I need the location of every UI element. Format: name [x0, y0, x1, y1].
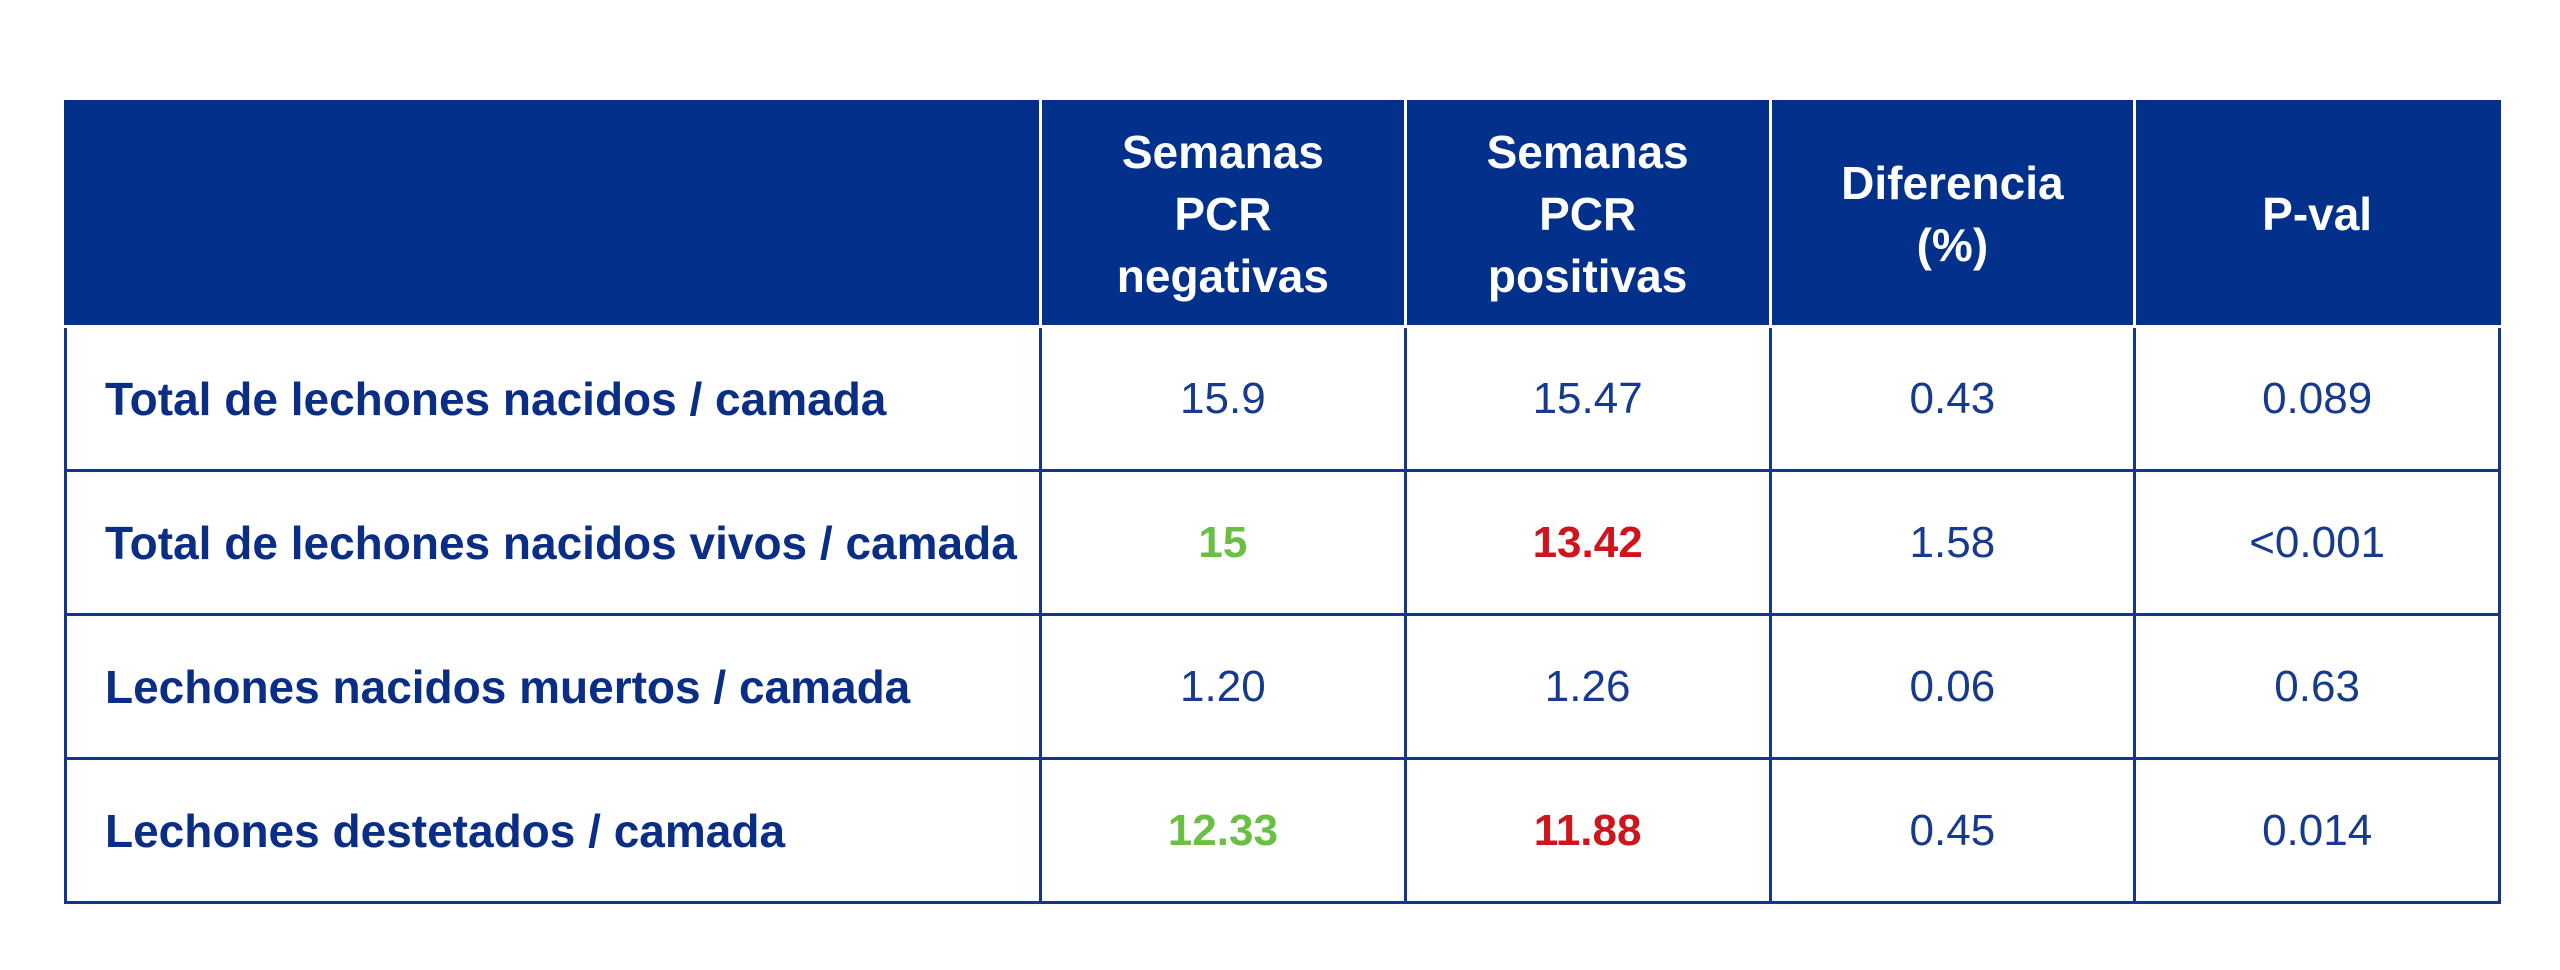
table-cell: 13.42 [1403, 469, 1772, 616]
header-text-line: Semanas [1121, 126, 1324, 178]
table-cell: 15 [1039, 469, 1407, 616]
table-cell: 1.58 [1768, 469, 2137, 616]
table-body: Total de lechones nacidos / camada 15.9 15… [64, 325, 2501, 904]
table-row: Total de lechones nacidos / camada 15.9 15… [64, 325, 2501, 472]
header-pcr-negativas: Semanas PCR negativas [1039, 100, 1407, 328]
header-text-line: positivas [1487, 250, 1688, 302]
table-cell: 0.014 [2133, 757, 2501, 904]
table-cell: 15.9 [1039, 325, 1407, 472]
table-cell: 1.20 [1039, 613, 1407, 760]
table-cell: 0.06 [1768, 613, 2137, 760]
table-cell: 0.63 [2133, 613, 2501, 760]
header-text-line: PCR [1539, 188, 1637, 240]
header-text-line: P-val [2262, 188, 2373, 240]
header-text-line: (%) [1916, 219, 1989, 271]
table-row: Lechones nacidos muertos / camada 1.20 1.2… [64, 613, 2501, 760]
results-table: Semanas PCR negativas Semanas PCR positi… [64, 100, 2501, 904]
header-text-line: Diferencia [1841, 157, 2064, 209]
table-row: Lechones destetados / camada 12.33 11.88 0.… [64, 757, 2501, 904]
table-cell: <0.001 [2133, 469, 2501, 616]
header-text-line: PCR [1174, 188, 1272, 240]
row-label: Lechones nacidos muertos / camada [64, 613, 1042, 760]
table-cell: 1.26 [1403, 613, 1772, 760]
results-table-container: Semanas PCR negativas Semanas PCR positi… [64, 100, 2501, 904]
header-diferencia: Diferencia (%) [1768, 100, 2137, 328]
row-label: Total de lechones nacidos / camada [64, 325, 1042, 472]
header-text-line: Semanas [1486, 126, 1689, 178]
table-cell: 0.089 [2133, 325, 2501, 472]
table-cell: 12.33 [1039, 757, 1407, 904]
table-cell: 0.43 [1768, 325, 2137, 472]
table-cell: 11.88 [1403, 757, 1772, 904]
table-cell: 15.47 [1403, 325, 1772, 472]
header-text-line: negativas [1116, 250, 1329, 302]
header-p-val: P-val [2133, 100, 2501, 328]
table-row: Total de lechones nacidos vivos / camada… [64, 469, 2501, 616]
table-cell: 0.45 [1768, 757, 2137, 904]
header-row: Semanas PCR negativas Semanas PCR positi… [64, 100, 2501, 328]
header-pcr-positivas: Semanas PCR positivas [1403, 100, 1772, 328]
header-cell-empty [64, 100, 1042, 328]
row-label: Lechones destetados / camada [64, 757, 1042, 904]
row-label: Total de lechones nacidos vivos / camada [64, 469, 1042, 616]
